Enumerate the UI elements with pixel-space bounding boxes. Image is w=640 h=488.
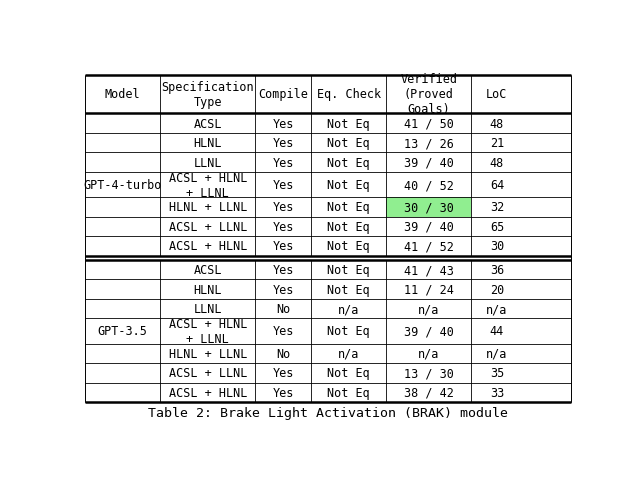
Bar bbox=[387, 198, 472, 217]
Text: Yes: Yes bbox=[273, 366, 294, 380]
Text: Table 2: Brake Light Activation (BRAK) module: Table 2: Brake Light Activation (BRAK) m… bbox=[148, 406, 508, 419]
Text: 13 / 30: 13 / 30 bbox=[404, 366, 454, 380]
Text: Eq. Check: Eq. Check bbox=[317, 88, 381, 102]
Text: No: No bbox=[276, 303, 290, 315]
Text: n/a: n/a bbox=[338, 347, 359, 360]
Text: Verified
(Proved
Goals): Verified (Proved Goals) bbox=[401, 73, 458, 116]
Text: 39 / 40: 39 / 40 bbox=[404, 325, 454, 338]
Text: HLNL: HLNL bbox=[193, 137, 222, 150]
Text: 65: 65 bbox=[490, 221, 504, 233]
Text: Not Eq: Not Eq bbox=[327, 240, 370, 253]
Text: Not Eq: Not Eq bbox=[327, 137, 370, 150]
Text: Compile: Compile bbox=[258, 88, 308, 102]
Text: 35: 35 bbox=[490, 366, 504, 380]
Text: Yes: Yes bbox=[273, 137, 294, 150]
Text: 33: 33 bbox=[490, 386, 504, 399]
Text: Yes: Yes bbox=[273, 264, 294, 277]
Text: HLNL + LLNL: HLNL + LLNL bbox=[168, 347, 247, 360]
Text: 11 / 24: 11 / 24 bbox=[404, 283, 454, 296]
Text: 13 / 26: 13 / 26 bbox=[404, 137, 454, 150]
Text: Not Eq: Not Eq bbox=[327, 156, 370, 169]
Text: LoC: LoC bbox=[486, 88, 508, 102]
Text: Yes: Yes bbox=[273, 179, 294, 192]
Text: n/a: n/a bbox=[418, 347, 440, 360]
Text: 48: 48 bbox=[490, 156, 504, 169]
Text: LLNL: LLNL bbox=[193, 156, 222, 169]
Text: n/a: n/a bbox=[486, 347, 508, 360]
Text: Model: Model bbox=[105, 88, 140, 102]
Text: 20: 20 bbox=[490, 283, 504, 296]
Text: 30: 30 bbox=[490, 240, 504, 253]
Text: Yes: Yes bbox=[273, 221, 294, 233]
Text: 44: 44 bbox=[490, 325, 504, 338]
Text: n/a: n/a bbox=[338, 303, 359, 315]
Text: GPT-4-turbo: GPT-4-turbo bbox=[83, 179, 162, 192]
Text: n/a: n/a bbox=[486, 303, 508, 315]
Text: ACSL + HLNL
+ LLNL: ACSL + HLNL + LLNL bbox=[168, 171, 247, 199]
Text: ACSL + LLNL: ACSL + LLNL bbox=[168, 221, 247, 233]
Text: 30 / 30: 30 / 30 bbox=[404, 201, 454, 214]
Text: Yes: Yes bbox=[273, 325, 294, 338]
Text: LLNL: LLNL bbox=[193, 303, 222, 315]
Text: Not Eq: Not Eq bbox=[327, 201, 370, 214]
Text: HLNL + LLNL: HLNL + LLNL bbox=[168, 201, 247, 214]
Text: Yes: Yes bbox=[273, 386, 294, 399]
Text: No: No bbox=[276, 347, 290, 360]
Text: Not Eq: Not Eq bbox=[327, 179, 370, 192]
Text: n/a: n/a bbox=[418, 303, 440, 315]
Text: Not Eq: Not Eq bbox=[327, 386, 370, 399]
Text: Not Eq: Not Eq bbox=[327, 264, 370, 277]
Text: Specification
Type: Specification Type bbox=[161, 81, 254, 109]
Text: Yes: Yes bbox=[273, 118, 294, 130]
Text: 64: 64 bbox=[490, 179, 504, 192]
Text: ACSL: ACSL bbox=[193, 118, 222, 130]
Text: ACSL: ACSL bbox=[193, 264, 222, 277]
Text: Not Eq: Not Eq bbox=[327, 325, 370, 338]
Text: ACSL + HLNL
+ LLNL: ACSL + HLNL + LLNL bbox=[168, 317, 247, 346]
Text: ACSL + LLNL: ACSL + LLNL bbox=[168, 366, 247, 380]
Text: 40 / 52: 40 / 52 bbox=[404, 179, 454, 192]
Text: Not Eq: Not Eq bbox=[327, 366, 370, 380]
Text: ACSL + HLNL: ACSL + HLNL bbox=[168, 240, 247, 253]
Text: 48: 48 bbox=[490, 118, 504, 130]
Text: Yes: Yes bbox=[273, 201, 294, 214]
Text: GPT-3.5: GPT-3.5 bbox=[98, 325, 148, 338]
Text: 21: 21 bbox=[490, 137, 504, 150]
Text: Not Eq: Not Eq bbox=[327, 118, 370, 130]
Text: Not Eq: Not Eq bbox=[327, 283, 370, 296]
Text: 41 / 52: 41 / 52 bbox=[404, 240, 454, 253]
Text: 38 / 42: 38 / 42 bbox=[404, 386, 454, 399]
Text: Yes: Yes bbox=[273, 156, 294, 169]
Text: 36: 36 bbox=[490, 264, 504, 277]
Text: 39 / 40: 39 / 40 bbox=[404, 221, 454, 233]
Text: Yes: Yes bbox=[273, 240, 294, 253]
Text: Not Eq: Not Eq bbox=[327, 221, 370, 233]
Text: 41 / 43: 41 / 43 bbox=[404, 264, 454, 277]
Text: Yes: Yes bbox=[273, 283, 294, 296]
Text: 32: 32 bbox=[490, 201, 504, 214]
Text: 39 / 40: 39 / 40 bbox=[404, 156, 454, 169]
Text: HLNL: HLNL bbox=[193, 283, 222, 296]
Text: 41 / 50: 41 / 50 bbox=[404, 118, 454, 130]
Text: ACSL + HLNL: ACSL + HLNL bbox=[168, 386, 247, 399]
